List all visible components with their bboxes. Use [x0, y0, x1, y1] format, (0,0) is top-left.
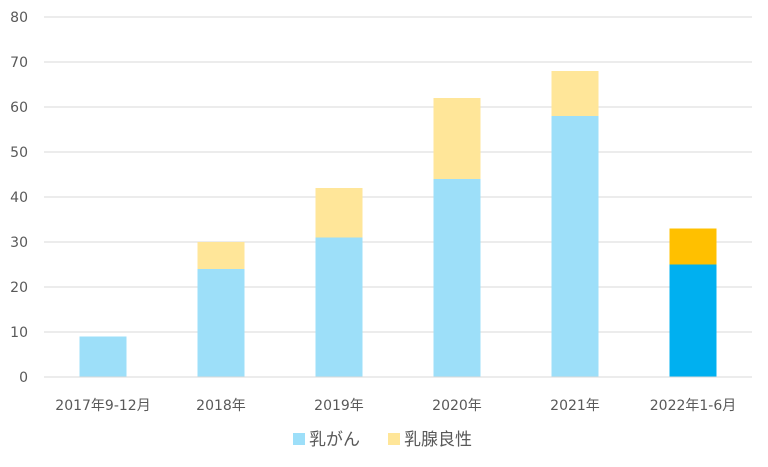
legend-swatch [388, 433, 400, 445]
legend: 乳がん 乳腺良性 [293, 430, 472, 450]
y-axis: 0 10 20 30 40 50 60 70 80 [10, 10, 28, 386]
x-tick-label: 2017年9-12月 [55, 398, 150, 414]
bar-benign-2 [315, 188, 363, 238]
x-tick-label: 2022年1-6月 [650, 398, 737, 414]
x-tick-label: 2018年 [196, 398, 246, 414]
y-tick-label: 20 [10, 280, 28, 296]
bar-breast-cancer-2 [315, 237, 363, 377]
y-tick-label: 70 [10, 55, 28, 71]
bar-breast-cancer-4 [551, 116, 599, 377]
x-tick-label: 2020年 [432, 398, 482, 414]
bar-benign-5 [669, 228, 717, 265]
legend-swatch [293, 433, 305, 445]
y-tick-label: 0 [19, 370, 28, 386]
bars [79, 71, 717, 377]
y-tick-label: 50 [10, 145, 28, 161]
x-tick-label: 2021年 [550, 398, 600, 414]
bar-benign-3 [433, 98, 481, 179]
gridlines [44, 16, 752, 333]
legend-label: 乳腺良性 [404, 430, 472, 450]
y-tick-label: 40 [10, 190, 28, 206]
y-tick-label: 60 [10, 100, 28, 116]
bar-benign-1 [197, 242, 245, 269]
y-tick-label: 10 [10, 325, 28, 341]
bar-benign-4 [551, 71, 599, 116]
bar-breast-cancer-0 [79, 336, 127, 377]
y-tick-label: 80 [10, 10, 28, 26]
bar-breast-cancer-5 [669, 264, 717, 377]
bar-breast-cancer-3 [433, 179, 481, 377]
y-tick-label: 30 [10, 235, 28, 251]
bar-breast-cancer-1 [197, 269, 245, 377]
x-tick-label: 2019年 [314, 398, 364, 414]
x-axis: 2017年9-12月 2018年 2019年 2020年 2021年 2022年1-6月 [55, 398, 736, 414]
legend-label: 乳がん [309, 430, 360, 450]
